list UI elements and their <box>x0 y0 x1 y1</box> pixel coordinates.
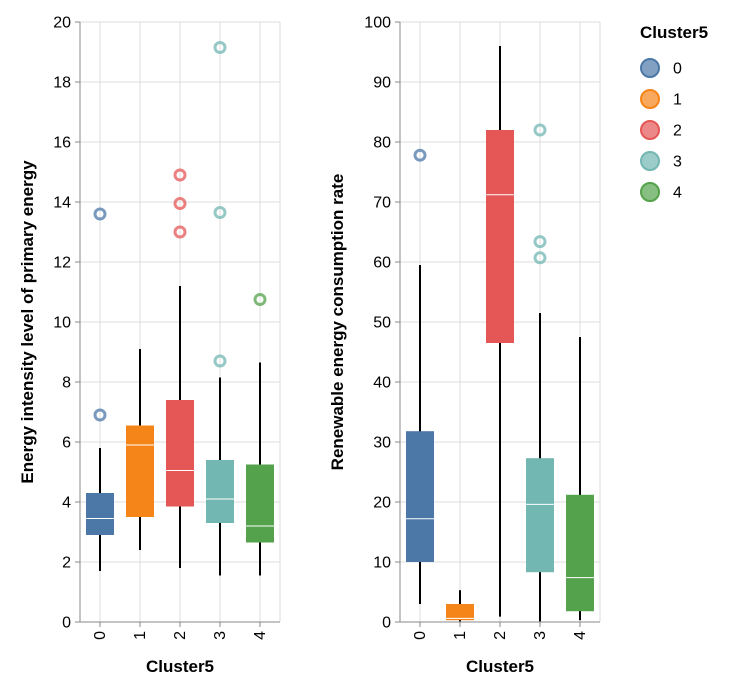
y-tick-label: 0 <box>62 615 71 632</box>
y-tick-label: 10 <box>373 555 391 572</box>
chart-panel-1: 0 10 20 30 40 50 60 70 80 90 100 0 1 2 3 4 Cluster5 Renew… <box>328 15 601 676</box>
outlier-point <box>533 251 547 265</box>
box-0 <box>86 207 114 571</box>
legend-item-3: 3 <box>640 151 682 171</box>
y-tick-label: 2 <box>62 555 71 572</box>
legend-symbol <box>640 151 660 171</box>
outlier-point <box>173 197 187 210</box>
y-tick-label: 10 <box>53 315 71 332</box>
outlier-point <box>213 354 227 368</box>
y-tick-label: 100 <box>364 15 391 32</box>
y-tick-label: 50 <box>373 315 391 332</box>
y-tick-label: 8 <box>62 375 71 392</box>
y-tick-label: 40 <box>373 375 391 392</box>
box-iqr <box>486 130 514 343</box>
x-tick-label: 1 <box>132 631 149 640</box>
legend-label: 2 <box>673 123 682 140</box>
x-tick-label: 1 <box>452 631 469 640</box>
legend: Cluster5 0 1 2 3 4 <box>640 23 708 202</box>
x-tick-label: 4 <box>572 631 589 640</box>
box-0 <box>406 148 434 604</box>
y-tick-label: 60 <box>373 255 391 272</box>
legend-item-4: 4 <box>640 182 682 202</box>
legend-label: 1 <box>673 92 682 109</box>
y-tick-label: 30 <box>373 435 391 452</box>
outlier-point <box>253 293 267 306</box>
box-4 <box>566 337 594 621</box>
y-axis-title: Renewable energy consumption rate <box>328 174 347 471</box>
box-iqr <box>446 604 474 621</box>
box-iqr <box>246 464 274 543</box>
x-tick-label: 4 <box>252 631 269 640</box>
box-iqr <box>566 494 594 612</box>
outlier-point <box>93 207 107 221</box>
y-tick-label: 6 <box>62 435 71 452</box>
x-tick-label: 3 <box>532 631 549 640</box>
y-tick-label: 90 <box>373 75 391 92</box>
y-tick-label: 18 <box>53 75 71 92</box>
y-tick-label: 0 <box>382 615 391 632</box>
box-iqr <box>406 431 434 562</box>
legend-symbol <box>640 182 660 202</box>
outlier-point <box>213 206 227 219</box>
x-tick-label: 2 <box>172 631 189 640</box>
x-tick-label: 3 <box>212 631 229 640</box>
legend-label: 3 <box>673 154 682 171</box>
legend-label: 0 <box>673 61 682 78</box>
x-tick-label: 0 <box>92 631 109 640</box>
legend-item-1: 1 <box>640 89 682 109</box>
box-1 <box>446 590 474 622</box>
box-3 <box>526 123 554 622</box>
y-tick-label: 14 <box>53 195 71 212</box>
legend-title: Cluster5 <box>640 23 708 42</box>
y-tick-label: 12 <box>53 255 71 272</box>
box-2 <box>166 168 194 568</box>
y-tick-label: 4 <box>62 495 71 512</box>
box-iqr <box>206 460 234 523</box>
box-3 <box>206 41 234 576</box>
y-tick-label: 20 <box>373 495 391 512</box>
box-iqr <box>86 493 114 535</box>
legend-item-2: 2 <box>640 120 682 140</box>
box-iqr <box>166 400 194 507</box>
x-tick-label: 0 <box>412 631 429 640</box>
outlier-point <box>173 225 187 239</box>
y-tick-label: 20 <box>53 15 71 32</box>
y-axis-title: Energy intensity level of primary energy <box>18 160 37 484</box>
y-tick-label: 16 <box>53 135 71 152</box>
legend-item-0: 0 <box>640 58 682 78</box>
box-iqr <box>126 425 154 517</box>
legend-symbol <box>640 58 660 78</box>
x-axis-title: Cluster5 <box>146 657 214 676</box>
y-tick-label: 80 <box>373 135 391 152</box>
x-axis-title: Cluster5 <box>466 657 534 676</box>
outlier-point <box>93 408 107 422</box>
legend-symbol <box>640 89 660 109</box>
outlier-point <box>213 41 227 54</box>
y-tick-label: 70 <box>373 195 391 212</box>
x-tick-label: 2 <box>492 631 509 640</box>
outlier-point <box>533 235 547 249</box>
box-iqr <box>526 458 554 573</box>
box-2 <box>486 46 514 617</box>
box-4 <box>246 293 274 576</box>
box-1 <box>126 349 154 550</box>
outlier-point <box>533 123 547 137</box>
legend-label: 4 <box>673 185 682 202</box>
outlier-point <box>413 148 427 162</box>
legend-symbol <box>640 120 660 140</box>
outlier-point <box>173 168 187 182</box>
